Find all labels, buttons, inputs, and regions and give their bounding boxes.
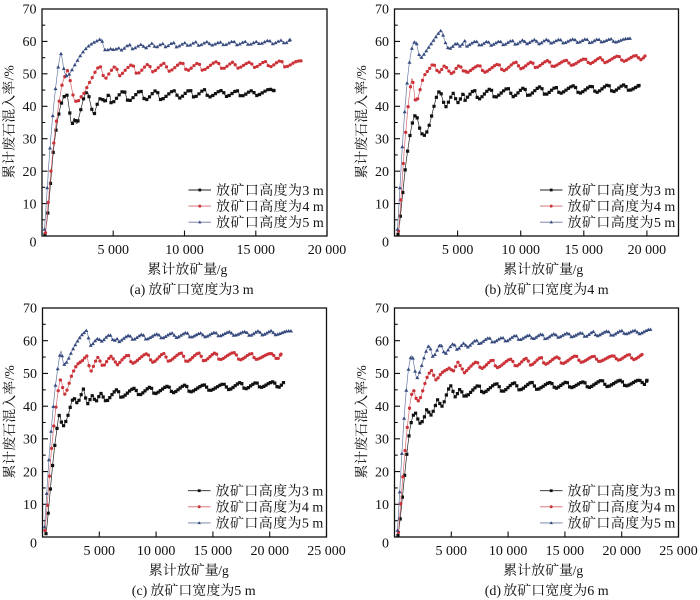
svg-text:5 m: 5 m [302,517,324,532]
svg-text:0: 0 [30,536,37,551]
svg-text:0: 0 [382,235,389,250]
svg-text:70: 70 [375,302,389,317]
svg-text:3 m: 3 m [232,283,254,298]
svg-text:30: 30 [375,132,389,147]
svg-text:20 000: 20 000 [628,243,667,258]
svg-text:10: 10 [23,498,37,513]
svg-text:/g: /g [573,563,584,578]
svg-text:10: 10 [375,498,389,513]
svg-text:50: 50 [23,68,37,83]
svg-text:3 m: 3 m [654,485,676,500]
svg-text:40: 40 [375,400,389,415]
svg-text:0: 0 [30,235,37,250]
svg-text:40: 40 [375,100,389,115]
svg-text:60: 60 [23,334,37,349]
svg-text:4 m: 4 m [302,200,324,215]
svg-text:(c): (c) [132,584,148,599]
svg-text:40: 40 [23,400,37,415]
svg-text:5 m: 5 m [654,517,676,532]
svg-text:20: 20 [23,165,37,180]
svg-text:(d): (d) [485,584,502,599]
svg-text:15 000: 15 000 [565,243,604,258]
svg-text:/%: /% [354,365,369,380]
svg-text:30: 30 [375,433,389,448]
svg-text:10 000: 10 000 [165,243,204,258]
svg-text:5 000: 5 000 [442,243,474,258]
svg-text:5 000: 5 000 [97,243,129,258]
svg-text:4 m: 4 m [302,501,324,516]
svg-text:20 000: 20 000 [308,243,347,258]
svg-text:/%: /% [354,65,369,80]
svg-text:25 000: 25 000 [659,544,698,559]
svg-text:5 m: 5 m [234,584,256,599]
svg-text:20: 20 [23,465,37,480]
svg-text:30: 30 [23,132,37,147]
svg-text:4 m: 4 m [587,283,609,298]
svg-text:70: 70 [23,302,37,317]
svg-text:4 m: 4 m [654,200,676,215]
svg-text:15 000: 15 000 [194,544,233,559]
svg-text:60: 60 [375,334,389,349]
svg-text:50: 50 [375,68,389,83]
svg-text:/%: /% [2,65,17,80]
svg-text:6 m: 6 m [587,584,609,599]
svg-text:10 000: 10 000 [137,544,176,559]
svg-text:3 m: 3 m [302,184,324,199]
svg-text:5 m: 5 m [654,216,676,231]
svg-text:(b): (b) [485,283,502,298]
svg-text:60: 60 [375,35,389,50]
svg-text:60: 60 [23,35,37,50]
svg-text:70: 70 [23,3,37,18]
svg-text:15 000: 15 000 [546,544,585,559]
svg-text:0: 0 [382,536,389,551]
svg-text:10 000: 10 000 [489,544,528,559]
svg-text:/g: /g [573,262,584,277]
svg-text:3 m: 3 m [654,184,676,199]
svg-text:25 000: 25 000 [307,544,346,559]
svg-text:50: 50 [375,367,389,382]
svg-text:/g: /g [218,563,229,578]
svg-text:10: 10 [375,197,389,212]
svg-text:10: 10 [23,197,37,212]
svg-text:(a): (a) [130,283,146,298]
svg-text:30: 30 [23,433,37,448]
svg-text:20 000: 20 000 [602,544,641,559]
svg-text:50: 50 [23,367,37,382]
svg-text:40: 40 [23,100,37,115]
svg-text:/%: /% [2,365,17,380]
svg-text:3 m: 3 m [302,485,324,500]
svg-text:20 000: 20 000 [250,544,289,559]
svg-text:10 000: 10 000 [501,243,540,258]
svg-text:15 000: 15 000 [237,243,276,258]
svg-text:20: 20 [375,165,389,180]
svg-text:70: 70 [375,3,389,18]
svg-text:20: 20 [375,465,389,480]
svg-text:5 000: 5 000 [436,544,468,559]
svg-text:4 m: 4 m [654,501,676,516]
svg-text:/g: /g [217,262,228,277]
svg-text:5 000: 5 000 [84,544,116,559]
svg-text:5 m: 5 m [302,216,324,231]
